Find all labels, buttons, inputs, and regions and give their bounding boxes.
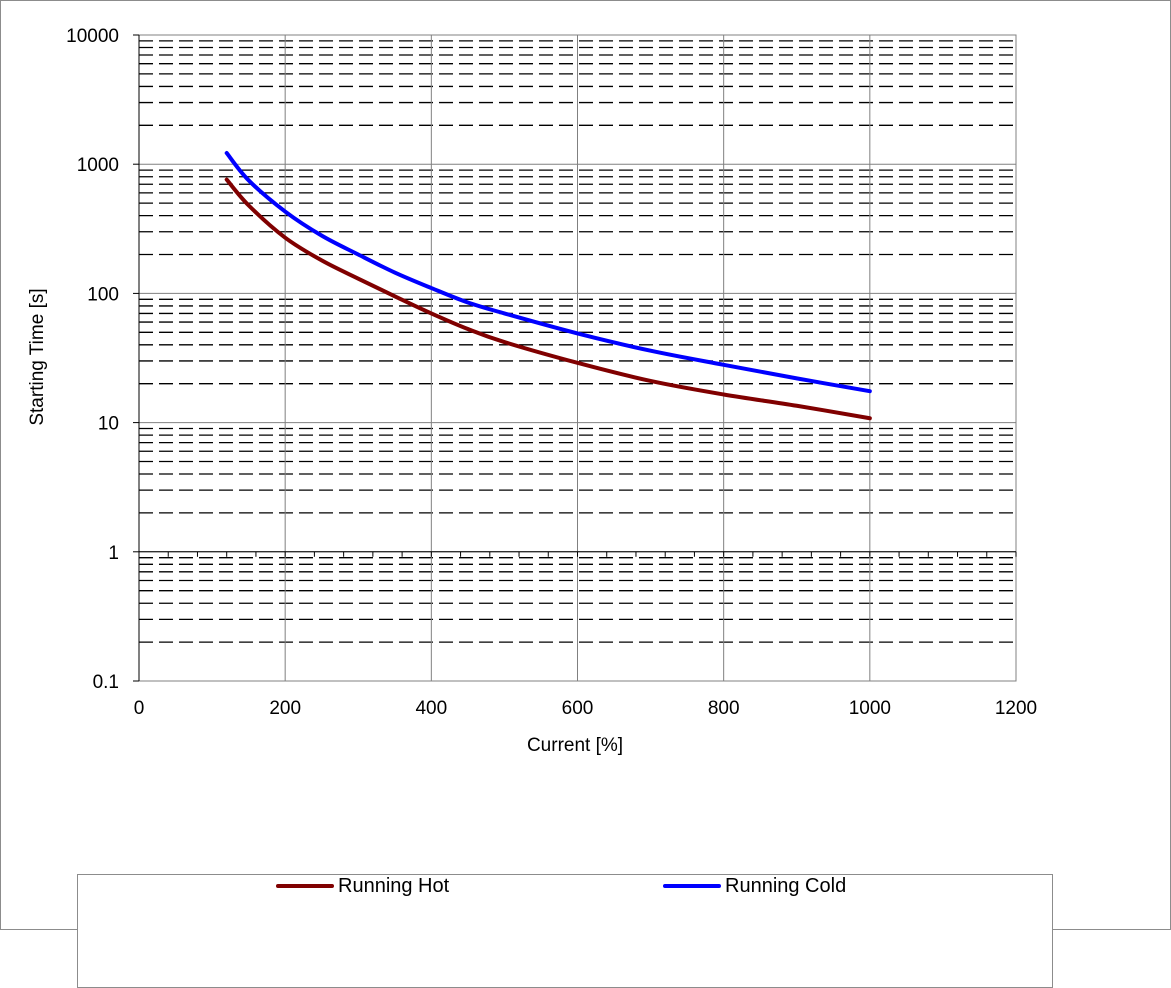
axes <box>133 34 1017 682</box>
legend-label-running-cold: Running Cold <box>725 874 847 897</box>
chart-frame <box>0 0 1171 930</box>
x-tick-label: 600 <box>562 698 594 719</box>
x-tick-label: 400 <box>415 698 447 719</box>
x-tick-label: 1200 <box>995 698 1037 719</box>
x-tick-label: 800 <box>708 698 740 719</box>
series-layer <box>224 151 872 421</box>
line-chart: 0 200 400 600 800 1000 12000.1110100100010000 … <box>27 26 1037 756</box>
x-tick-label: 200 <box>269 698 301 719</box>
y-tick-label: 100 <box>87 284 119 305</box>
legend-item-running-hot: Running Hot <box>276 872 449 900</box>
x-tick-label: 0 <box>134 698 145 719</box>
series-line-running-hot <box>224 177 872 421</box>
y-tick-label: 10000 <box>66 26 119 47</box>
major-gridlines <box>139 35 1016 681</box>
x-axis-label: Current [%] <box>527 735 623 756</box>
legend-swatch-running-hot <box>276 884 334 888</box>
y-tick-label: 10 <box>98 414 119 435</box>
y-tick-label: 0.1 <box>93 672 119 693</box>
tick-labels: 0 200 400 600 800 1000 1200 0.1 1 10 100 1000 10000 <box>66 26 1037 719</box>
y-axis-label: Starting Time [s] <box>27 288 48 425</box>
legend <box>77 874 1053 988</box>
y-tick-label: 1 <box>108 543 119 564</box>
legend-label-running-hot: Running Hot <box>338 874 450 897</box>
legend-item-running-cold: Running Cold <box>663 872 846 900</box>
series-line-running-cold <box>224 151 872 394</box>
x-tick-label: 1000 <box>849 698 891 719</box>
legend-swatch-running-cold <box>663 884 721 888</box>
y-tick-label: 1000 <box>77 155 119 176</box>
